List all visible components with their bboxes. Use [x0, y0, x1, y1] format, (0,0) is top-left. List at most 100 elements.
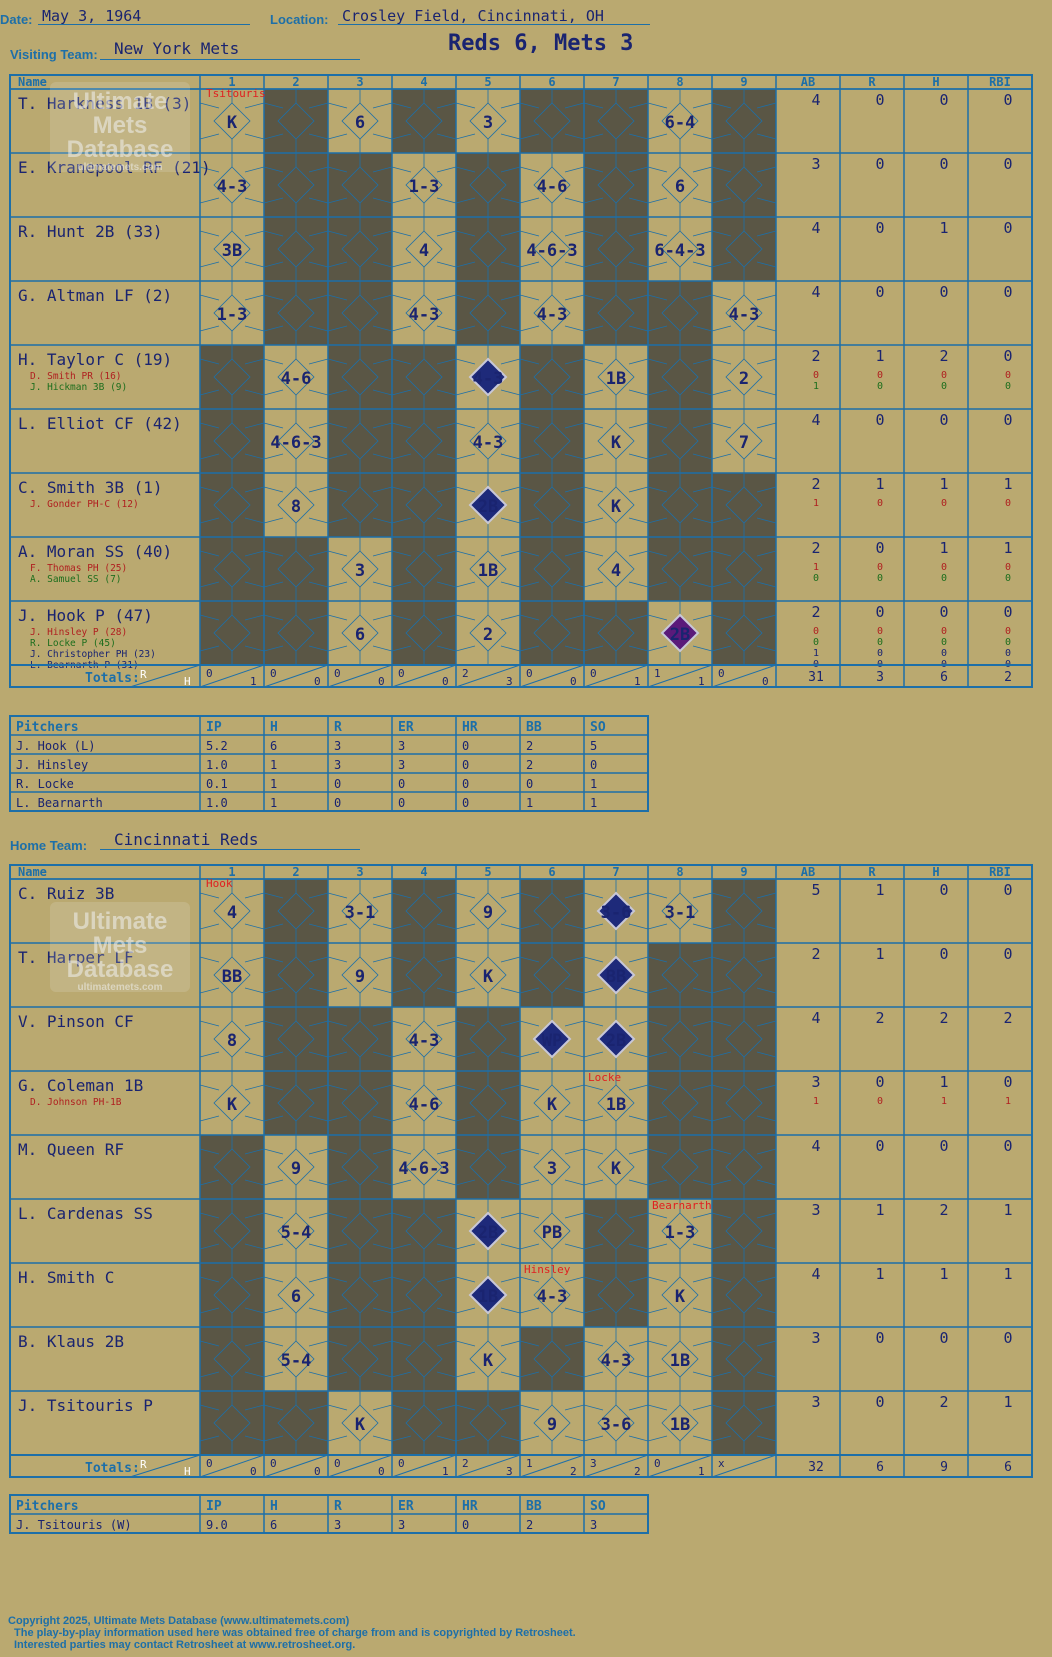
visitors-pitcher-value: 1	[590, 777, 597, 791]
pitcher-change-note: Hook	[206, 877, 233, 890]
home-totals-runs: 2	[462, 1457, 469, 1470]
visitors-stat-value: 0	[1005, 573, 1011, 584]
home-base-diamond	[341, 1212, 379, 1250]
home-stat-value: 2	[875, 1009, 884, 1027]
home-field-lines	[199, 1263, 265, 1327]
visitors-field-lines	[519, 409, 585, 473]
visitors-base-diamond	[277, 550, 315, 588]
home-stat-value: 2	[939, 1201, 948, 1219]
home-field-lines	[583, 1071, 649, 1135]
home-field-lines	[327, 1263, 393, 1327]
home-base-diamond	[341, 1340, 379, 1378]
pitcher-change-note: Tsitouris	[206, 87, 266, 100]
visitors-pitcher-value: 3	[334, 739, 341, 753]
watermark-url: ultimatemets.com	[77, 162, 163, 173]
visitors-field-lines	[583, 89, 649, 153]
visitors-field-lines	[711, 537, 777, 601]
visitors-pitcher-value: 2	[526, 739, 533, 753]
visitors-grid-border	[9, 74, 1033, 688]
home-field-lines	[327, 1135, 393, 1199]
watermark-text: Mets	[92, 932, 148, 959]
visitors-stat-header: H	[932, 75, 939, 89]
visitors-pitcher-value: 0	[462, 777, 469, 791]
home-totals-runs: 0	[206, 1457, 213, 1470]
home-stat-value: 3	[811, 1201, 820, 1219]
home-stat-value: 1	[1003, 1201, 1012, 1219]
home-grid-border	[9, 864, 1033, 1478]
retrosheet-line: The play-by-play information used here w…	[14, 1627, 576, 1639]
visitors-field-lines	[391, 217, 457, 281]
visiting-team-label: Visiting Team:	[10, 47, 98, 62]
visitors-totals-runs: 0	[270, 667, 277, 680]
visitors-batter-name: R. Hunt 2B (33)	[18, 222, 163, 241]
home-stat-value: 0	[875, 1329, 884, 1347]
home-field-lines	[391, 879, 457, 943]
home-stat-value: 2	[811, 945, 820, 963]
home-totals-cell-slash	[711, 1454, 777, 1478]
visitors-field-lines	[391, 409, 457, 473]
home-field-lines	[263, 1391, 329, 1455]
home-totals-hits: 2	[570, 1465, 577, 1478]
home-field-lines	[647, 1007, 713, 1071]
visitors-inning-header: 5	[484, 75, 491, 89]
visitors-stat-value: 0	[939, 155, 948, 173]
home-pitcher-header: SO	[590, 1499, 606, 1514]
visitors-base-diamond	[533, 166, 571, 204]
visitors-batter-name: T. Harkness 1B (3)	[18, 94, 191, 113]
home-field-lines	[519, 1007, 585, 1071]
home-play-notation: 9	[355, 967, 365, 987]
pitcher-change-note: Locke	[588, 1071, 621, 1084]
visitors-pitcher-value: 6	[270, 739, 277, 753]
home-base-diamond	[597, 1276, 635, 1314]
home-field-lines	[327, 1327, 393, 1391]
visitors-pitcher-value: 3	[398, 758, 405, 772]
home-field-lines	[583, 1327, 649, 1391]
visitors-pitcher-value: 0	[334, 796, 341, 810]
home-totals-hits: 2	[634, 1465, 641, 1478]
visitors-stat-value: 1	[813, 498, 819, 509]
home-base-diamond	[213, 956, 251, 994]
visitors-stat-value: 0	[875, 283, 884, 301]
retrosheet-contact: Interested parties may contact Retroshee…	[14, 1639, 356, 1651]
visitors-play-notation: 4	[611, 561, 621, 581]
home-totals-runs: 0	[334, 1457, 341, 1470]
visitors-base-diamond	[469, 550, 507, 588]
home-field-lines	[583, 1135, 649, 1199]
visitors-field-lines	[263, 217, 329, 281]
home-pitcher-value: J. Tsitouris (W)	[16, 1518, 132, 1532]
home-totals-r-label: R	[140, 1458, 147, 1471]
home-base-diamond	[533, 1340, 571, 1378]
visitors-base-diamond	[341, 422, 379, 460]
visitors-base-diamond	[725, 294, 763, 332]
home-batter-name: H. Smith C	[18, 1268, 114, 1287]
visitors-stat-value: 0	[813, 637, 819, 648]
visitors-stat-value: 0	[941, 562, 947, 573]
visitors-base-diamond	[597, 294, 635, 332]
home-field-lines	[711, 943, 777, 1007]
home-base-diamond	[277, 892, 315, 930]
home-field-lines	[711, 879, 777, 943]
visitors-base-diamond	[725, 550, 763, 588]
visitors-field-lines	[519, 345, 585, 409]
home-field-lines	[391, 1199, 457, 1263]
home-stat-value: 0	[1003, 881, 1012, 899]
visitors-field-lines	[455, 153, 521, 217]
home-stat-header: AB	[801, 865, 815, 879]
visitors-pitcher-value: J. Hinsley	[16, 758, 88, 772]
visitors-base-diamond	[469, 294, 507, 332]
home-base-diamond	[597, 1340, 635, 1378]
visitors-play-notation: 6-4-3	[654, 241, 705, 261]
home-play-notation: 3-6	[601, 903, 632, 923]
visitors-base-diamond	[213, 230, 251, 268]
home-base-diamond	[661, 1148, 699, 1186]
visitors-base-diamond	[341, 550, 379, 588]
visitors-base-diamond	[341, 230, 379, 268]
home-base-diamond	[213, 1148, 251, 1186]
visitors-pitcher-header: R	[334, 720, 342, 735]
home-totals-runs: x	[718, 1457, 725, 1470]
visitors-field-lines	[263, 281, 329, 345]
visitors-field-lines	[455, 89, 521, 153]
home-base-diamond	[405, 1020, 443, 1058]
visitors-stat-value: 0	[877, 562, 883, 573]
visitors-base-diamond	[661, 102, 699, 140]
